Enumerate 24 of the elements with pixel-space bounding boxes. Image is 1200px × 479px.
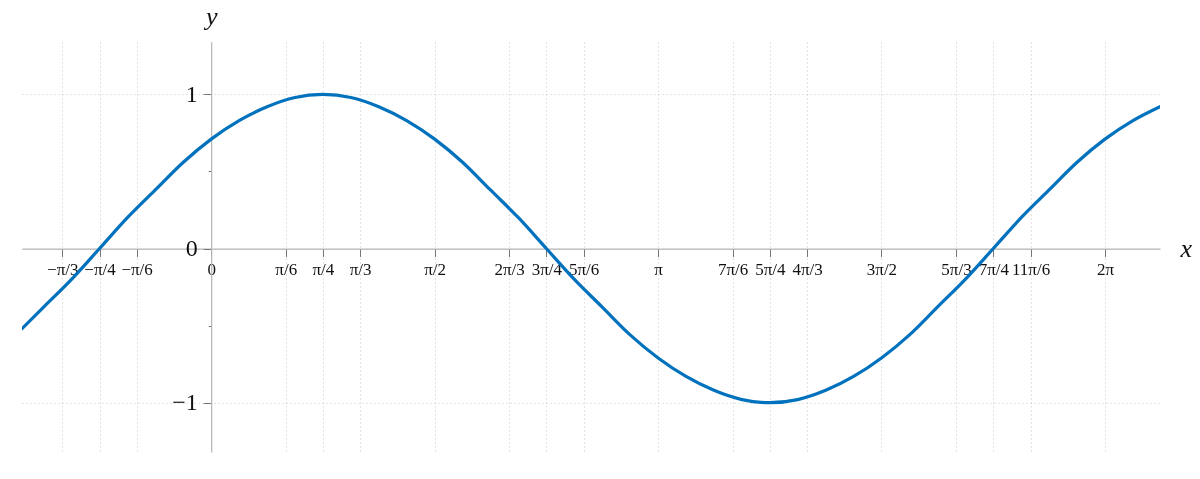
- x-axis-title: x: [1179, 234, 1193, 264]
- x-tick-label: −π/4: [84, 260, 117, 280]
- y-tick-label: −1: [172, 389, 198, 416]
- y-tick-label: 0: [185, 235, 198, 262]
- x-tick-label: 5π/3: [941, 260, 972, 280]
- y-tick-label: 1: [185, 80, 198, 107]
- y-axis-title: y: [202, 1, 218, 31]
- x-tick-label: 3π/4: [531, 260, 563, 280]
- x-tick-label: 5π/4: [755, 260, 786, 280]
- x-tick-label: 4π/3: [792, 260, 823, 280]
- x-tick-label: 2π/3: [494, 260, 525, 280]
- x-tick-label: 5π/6: [568, 260, 600, 280]
- x-tick-label: π/6: [275, 260, 298, 280]
- x-tick-label: π/2: [424, 260, 447, 280]
- x-tick-label: 2π: [1096, 260, 1115, 280]
- x-tick-label: −π/6: [121, 260, 153, 280]
- x-tick-label: 3π/2: [866, 260, 898, 280]
- x-tick-label: 7π/6: [717, 260, 749, 280]
- x-tick-label: π/4: [312, 260, 335, 280]
- x-tick-label: π/3: [349, 260, 372, 280]
- x-tick-label: π: [654, 260, 664, 280]
- x-tick-label: 11π/6: [1011, 260, 1051, 280]
- x-tick-label: 0: [207, 260, 216, 280]
- x-tick-label: 7π/4: [978, 260, 1010, 280]
